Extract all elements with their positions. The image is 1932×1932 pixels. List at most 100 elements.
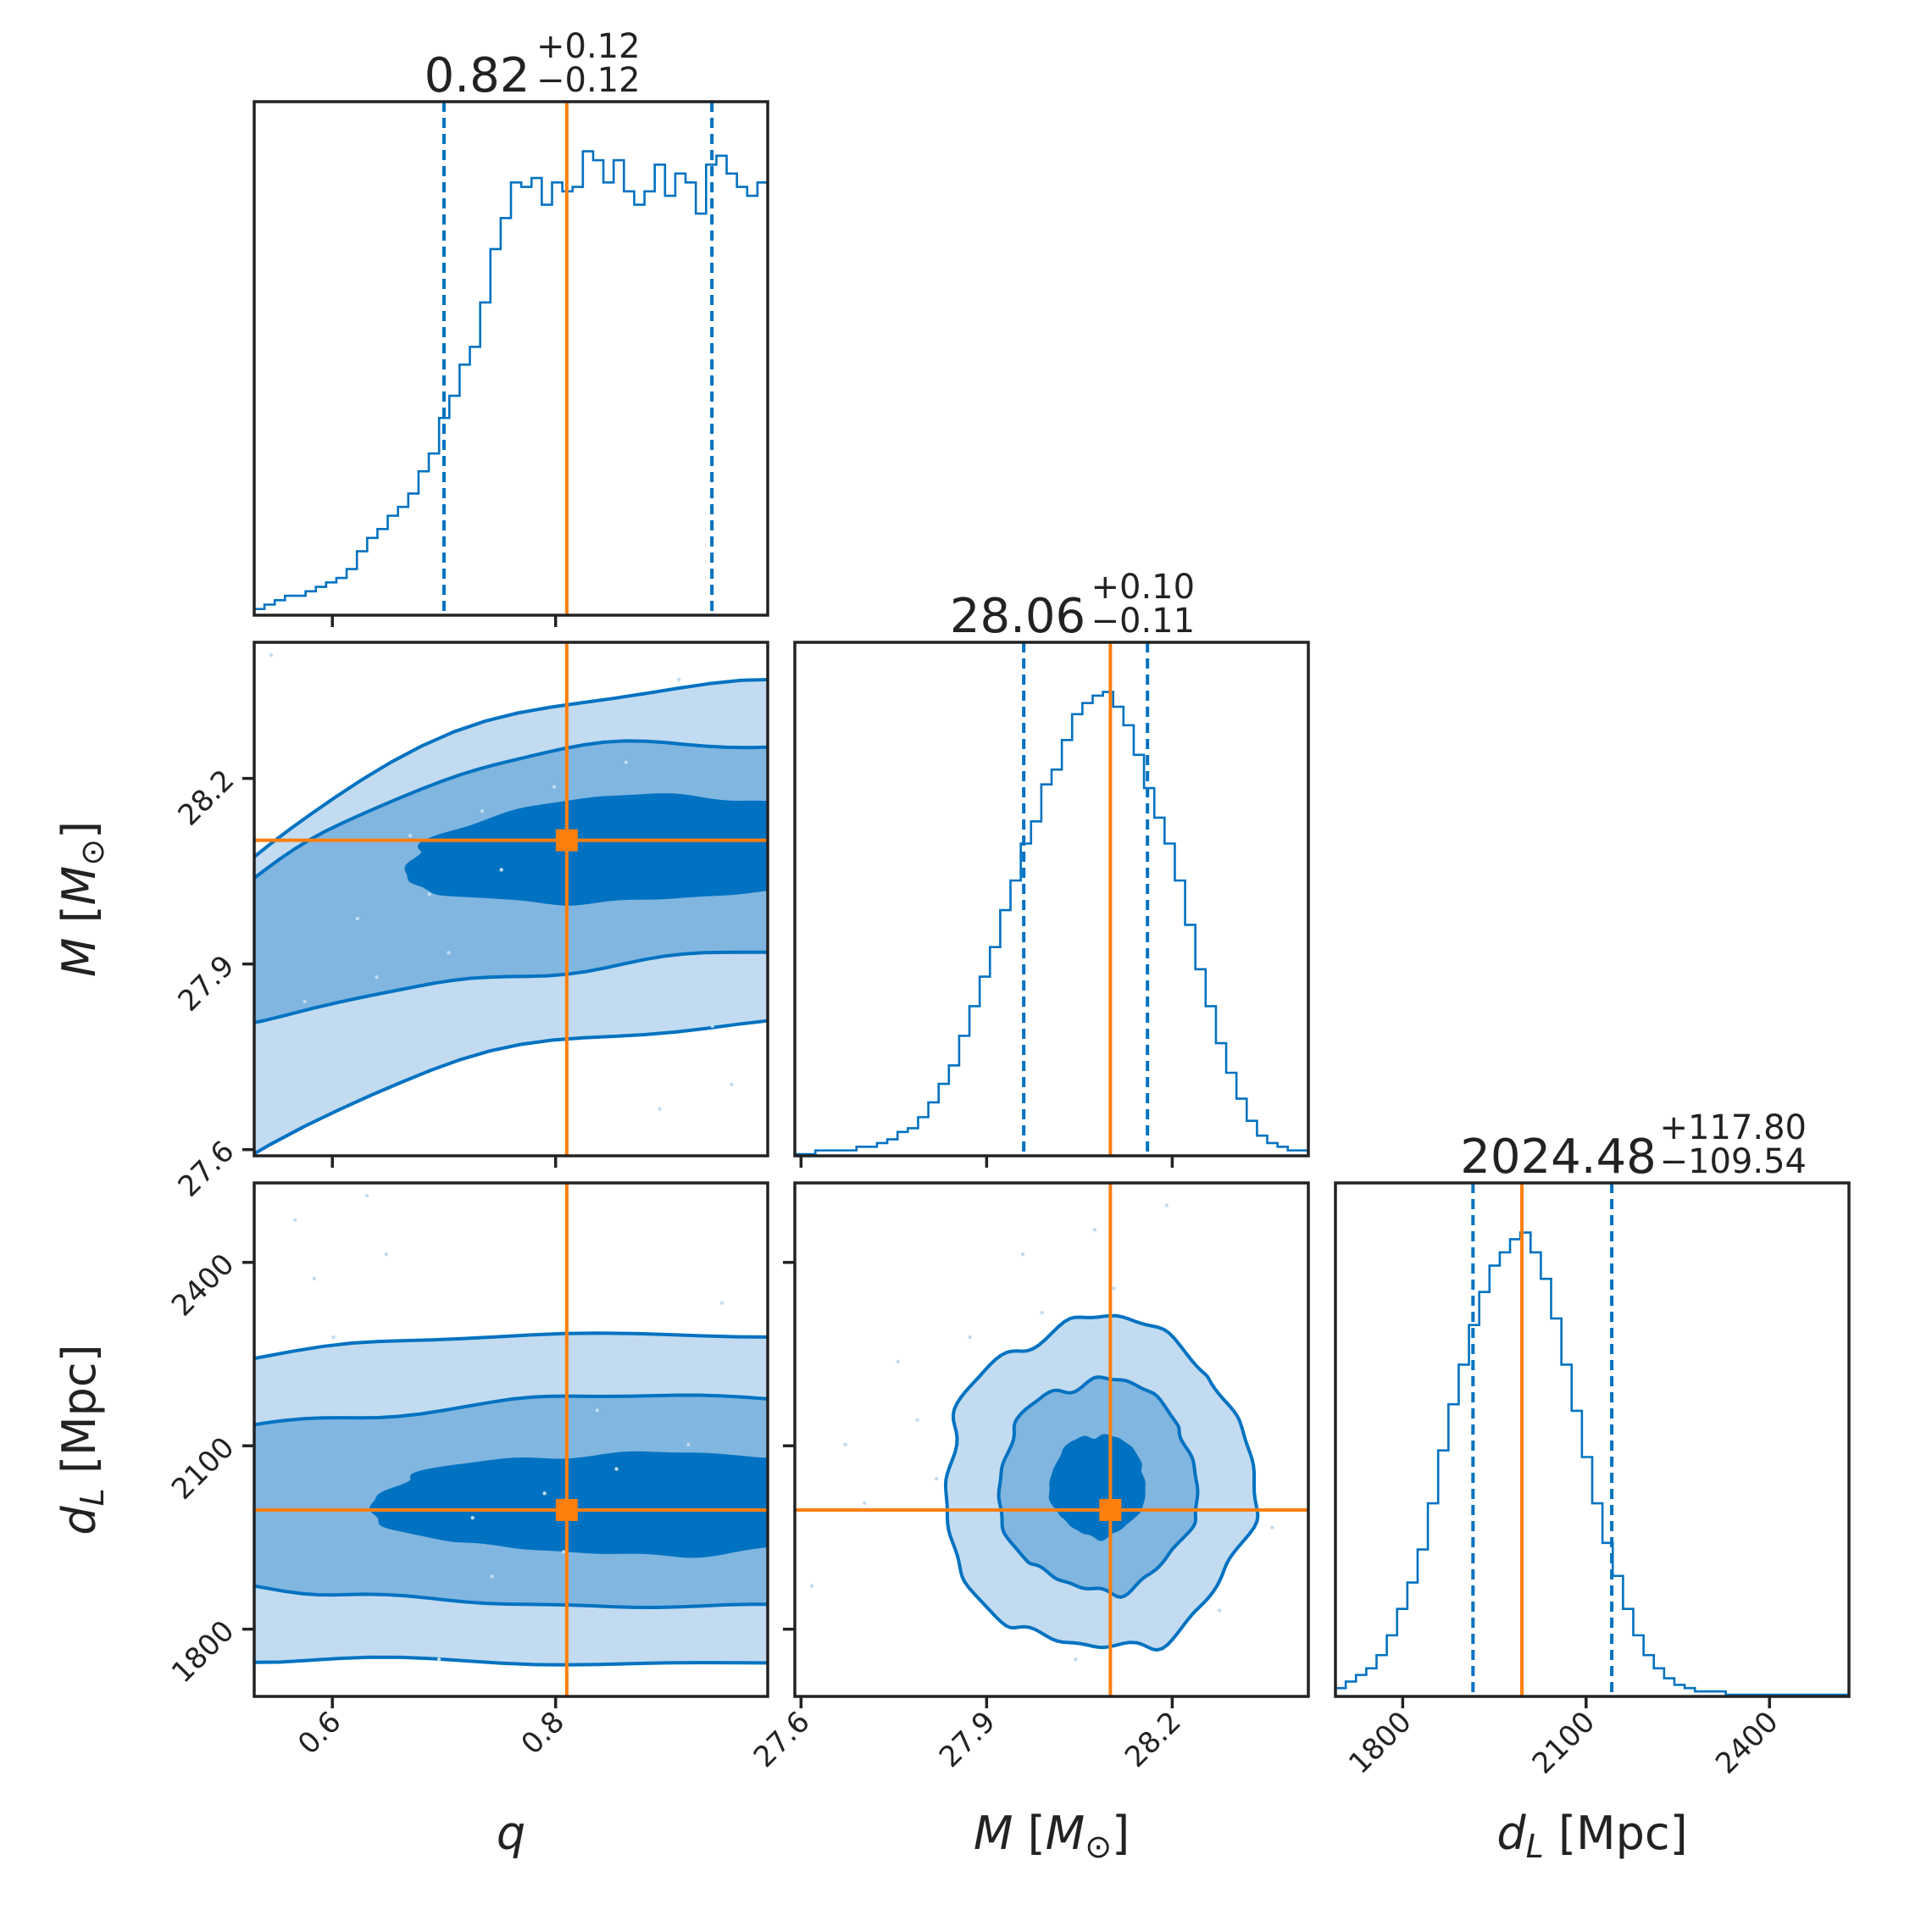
outlier-point <box>480 809 485 813</box>
outlier-point <box>676 677 681 681</box>
outlier-point <box>508 1633 514 1637</box>
outlier-point <box>1198 1550 1202 1554</box>
histogram-step-q <box>253 150 768 613</box>
y-tick-label-dL: 2100 <box>165 1430 241 1506</box>
outlier-point <box>542 1491 547 1496</box>
outlier-point <box>1040 1311 1044 1315</box>
outlier-point <box>499 868 503 872</box>
x-axis-label-q: q <box>497 1807 525 1860</box>
outlier-point <box>490 1574 494 1579</box>
histogram-panel-dL: 2024.48+117.80−109.54 <box>1334 1108 1851 1698</box>
y-tick-label-M: 27.6 <box>172 1135 242 1204</box>
outlier-point <box>1217 1608 1222 1613</box>
histogram-title-dL: 2024.48 <box>1460 1130 1657 1185</box>
outlier-point <box>987 1393 991 1398</box>
outlier-point <box>915 1418 919 1423</box>
histogram-step-M <box>795 691 1308 1156</box>
y-tick-label-M: 27.9 <box>172 949 242 1019</box>
outlier-point <box>614 1467 619 1471</box>
outlier-point <box>1020 1252 1025 1257</box>
panel-background <box>795 642 1308 1156</box>
outlier-point <box>355 916 360 921</box>
outlier-point <box>595 1408 600 1413</box>
title-minus-error-q: −0.12 <box>536 61 641 100</box>
outlier-point <box>667 1384 671 1388</box>
title-plus-error-M: +0.10 <box>1091 568 1196 607</box>
outlier-point <box>809 1584 814 1589</box>
y-axis-label-M: M [M⊙] <box>53 821 111 977</box>
panel-frame <box>793 1181 1310 1698</box>
y-axis-label-dL: dL [Mpc] <box>53 1344 111 1535</box>
x-axis-label-M: M [M⊙] <box>974 1807 1130 1865</box>
panel-frame <box>253 100 769 617</box>
outlier-point <box>303 999 307 1004</box>
x-tick-label-dL: 2400 <box>1709 1705 1785 1780</box>
title-minus-error-dL: −109.54 <box>1660 1142 1807 1181</box>
truth-marker <box>555 829 578 852</box>
outlier-point <box>375 974 379 980</box>
outlier-point <box>447 951 451 955</box>
outlier-point <box>719 1301 724 1305</box>
outlier-point <box>658 1107 662 1111</box>
outlier-point <box>605 702 609 706</box>
outlier-point <box>1164 1203 1169 1208</box>
x-tick-label-M: 28.2 <box>1119 1705 1188 1774</box>
outlier-point <box>365 1193 369 1198</box>
outlier-point <box>384 1252 389 1257</box>
x-tick-label-q: 0.6 <box>291 1705 348 1762</box>
outlier-point <box>896 1359 901 1364</box>
outlier-point <box>624 760 629 764</box>
outlier-point <box>1270 1525 1274 1530</box>
outlier-point <box>293 1218 297 1223</box>
outlier-point <box>1146 1633 1150 1637</box>
histogram-step-dL <box>1334 1231 1849 1696</box>
histogram-panel-M: 28.06+0.10−0.11 <box>793 568 1310 1158</box>
x-tick-label-M: 27.6 <box>747 1705 817 1774</box>
outlier-point <box>408 833 413 838</box>
contour-level-1 <box>254 1331 768 1667</box>
outlier-point <box>436 1657 441 1662</box>
title-minus-error-M: −0.11 <box>1091 602 1196 641</box>
outlier-point <box>470 1515 475 1520</box>
outlier-point <box>934 1476 939 1481</box>
x-tick-label-q: 0.8 <box>515 1705 572 1762</box>
outlier-point <box>739 1359 743 1364</box>
truth-marker <box>555 1498 578 1521</box>
histogram-panel-q: 0.82+0.12−0.12 <box>253 27 769 617</box>
histogram-title-q: 0.82 <box>425 48 530 103</box>
panel-frame <box>253 1181 769 1698</box>
y-tick-label-M: 28.2 <box>172 763 242 833</box>
outlier-point <box>863 1501 867 1506</box>
outlier-point <box>968 1335 972 1340</box>
outlier-point <box>427 892 431 897</box>
panel-frame <box>1334 1181 1851 1698</box>
x-tick-label-M: 27.9 <box>933 1705 1002 1774</box>
histogram-title-M: 28.06 <box>950 589 1085 644</box>
contour-panel-q-M <box>253 641 769 1158</box>
x-axis-label-dL: dL [Mpc] <box>1496 1807 1687 1865</box>
outlier-point <box>843 1442 847 1446</box>
title-plus-error-dL: +117.80 <box>1660 1108 1807 1147</box>
outlier-point <box>312 1276 317 1281</box>
contour-panel-q-dL <box>253 1181 769 1698</box>
outlier-point <box>269 652 274 658</box>
outlier-point <box>730 1082 734 1087</box>
panel-background <box>1335 1183 1849 1696</box>
title-plus-error-q: +0.12 <box>536 27 641 66</box>
panel-frame <box>253 641 769 1158</box>
x-tick-label-dL: 1800 <box>1342 1705 1418 1780</box>
outlier-point <box>1112 1286 1116 1291</box>
outlier-point <box>562 1550 566 1554</box>
y-tick-label-dL: 2400 <box>165 1247 241 1323</box>
outlier-point <box>331 1335 336 1340</box>
outlier-point <box>1074 1657 1078 1662</box>
outlier-point <box>686 1442 691 1446</box>
panel-background <box>254 102 768 615</box>
contour-panel-M-dL <box>793 1181 1310 1698</box>
outlier-point <box>710 1024 714 1028</box>
panel-frame <box>793 641 1310 1158</box>
outlier-point <box>533 726 537 730</box>
outlier-point <box>322 1058 326 1063</box>
y-tick-label-dL: 1800 <box>165 1614 241 1690</box>
